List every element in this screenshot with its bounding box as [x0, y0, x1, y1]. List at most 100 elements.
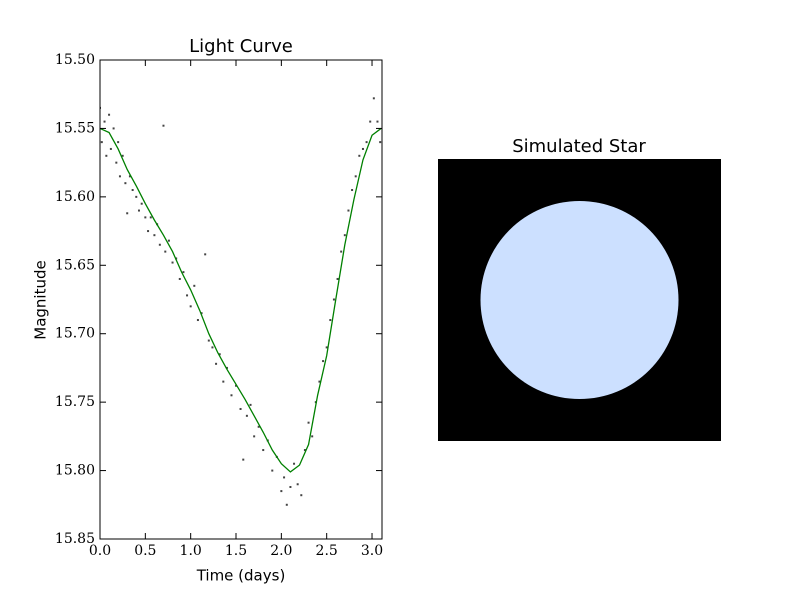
y-tick-label: 15.60	[55, 189, 95, 205]
data-point	[153, 234, 156, 237]
y-tick-label: 15.65	[55, 257, 95, 273]
data-point	[340, 250, 343, 253]
data-point	[235, 384, 238, 387]
axes-frame	[99, 59, 383, 540]
y-tick-label: 15.80	[55, 463, 95, 479]
data-point	[289, 485, 292, 488]
data-point	[296, 483, 299, 486]
data-point	[379, 141, 382, 144]
data-point	[222, 380, 225, 383]
data-point	[365, 141, 368, 144]
data-point	[137, 209, 140, 212]
data-point	[126, 212, 129, 215]
y-tick-label: 15.75	[55, 394, 95, 410]
x-tick-label: 1.0	[180, 543, 202, 559]
data-point	[300, 494, 303, 497]
data-point	[225, 366, 228, 369]
chart-title: Light Curve	[189, 36, 293, 57]
data-point	[109, 147, 112, 150]
data-point	[207, 339, 210, 342]
data-point	[196, 319, 199, 322]
data-point	[178, 277, 181, 280]
data-point	[332, 298, 335, 301]
x-tick-label: 0.5	[134, 543, 156, 559]
y-tick-label: 15.70	[55, 326, 95, 342]
data-point	[354, 175, 357, 178]
data-point	[211, 346, 214, 349]
data-point	[343, 234, 346, 237]
plot-area	[100, 60, 382, 539]
data-point	[303, 449, 306, 452]
y-tick-label: 15.50	[55, 52, 95, 68]
data-point	[280, 490, 283, 493]
data-point	[215, 362, 218, 365]
data-point	[167, 239, 170, 242]
plot-marks	[100, 97, 382, 506]
data-point	[186, 294, 189, 297]
data-point	[311, 435, 314, 438]
data-point	[372, 97, 375, 100]
x-tick-label: 1.5	[225, 543, 247, 559]
data-point	[322, 360, 325, 363]
data-point	[283, 476, 286, 479]
data-point	[249, 403, 252, 406]
data-point	[242, 458, 245, 461]
data-point	[245, 414, 248, 417]
data-point	[128, 175, 131, 178]
data-point	[144, 216, 147, 219]
image-title: Simulated Star	[512, 136, 646, 157]
data-point	[103, 120, 106, 123]
data-point	[117, 141, 120, 144]
data-point	[347, 209, 350, 212]
data-point	[358, 154, 361, 157]
data-point	[271, 469, 274, 472]
data-point	[149, 216, 152, 219]
data-point	[121, 154, 124, 157]
data-point	[336, 277, 339, 280]
x-tick-label: 2.0	[270, 543, 292, 559]
data-point	[147, 230, 150, 233]
fit-line	[100, 127, 382, 473]
x-tick-label: 3.0	[361, 543, 383, 559]
data-point	[329, 319, 332, 322]
data-point	[257, 425, 260, 428]
data-point	[162, 124, 165, 127]
star	[480, 201, 679, 399]
data-point	[307, 421, 310, 424]
data-point	[140, 202, 143, 205]
data-point	[285, 503, 288, 506]
data-point	[239, 407, 242, 410]
data-point	[135, 195, 138, 198]
data-point	[361, 147, 364, 150]
data-point	[351, 189, 354, 192]
y-tick-label: 15.55	[55, 120, 95, 136]
data-point	[112, 127, 115, 130]
y-axis-label: Magnitude	[32, 260, 50, 339]
data-point	[118, 175, 121, 178]
x-tick-label: 0.0	[89, 543, 111, 559]
data-point	[318, 380, 321, 383]
data-point	[369, 120, 372, 123]
data-point	[204, 253, 207, 256]
data-point	[230, 394, 233, 397]
data-point	[108, 113, 111, 116]
data-point	[115, 161, 118, 164]
data-point	[171, 261, 174, 264]
data-point	[193, 284, 196, 287]
data-point	[105, 154, 108, 157]
data-point	[100, 141, 103, 144]
data-point	[325, 346, 328, 349]
x-axis-label: Time (days)	[196, 567, 286, 585]
data-point	[158, 243, 161, 246]
data-point	[131, 189, 134, 192]
data-point	[262, 449, 265, 452]
data-point	[124, 182, 127, 185]
data-point	[182, 271, 185, 274]
data-point	[253, 435, 256, 438]
data-point	[164, 250, 167, 253]
data-point	[376, 120, 379, 123]
data-point	[218, 353, 221, 356]
data-point	[200, 312, 203, 315]
